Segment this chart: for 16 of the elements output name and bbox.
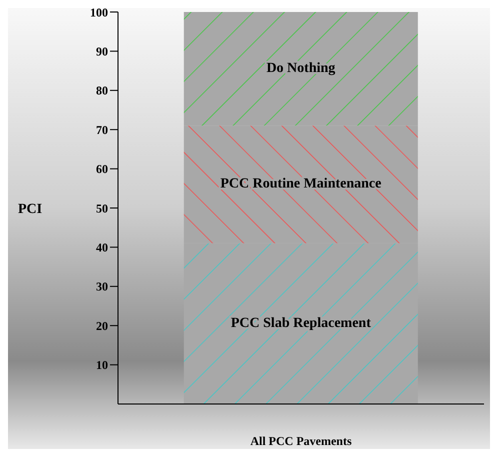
y-tick-label: 70 <box>96 122 108 137</box>
y-axis-title: PCI <box>18 202 42 217</box>
bar <box>184 12 418 126</box>
y-tick-label: 90 <box>96 44 108 58</box>
bar <box>184 243 418 404</box>
y-tick-label: 60 <box>96 162 108 176</box>
y-tick-label: 30 <box>96 280 108 294</box>
series-label: Do Nothing <box>266 61 336 76</box>
y-tick-label: 20 <box>96 318 108 333</box>
x-axis-title: All PCC Pavements <box>250 434 352 448</box>
y-tick-label: 50 <box>96 201 108 216</box>
bar <box>184 126 418 244</box>
y-tick-label: 10 <box>96 358 108 372</box>
y-tick-label: 100 <box>90 5 108 20</box>
y-tick-label: 80 <box>96 84 108 98</box>
y-tick-label: 40 <box>96 240 108 254</box>
